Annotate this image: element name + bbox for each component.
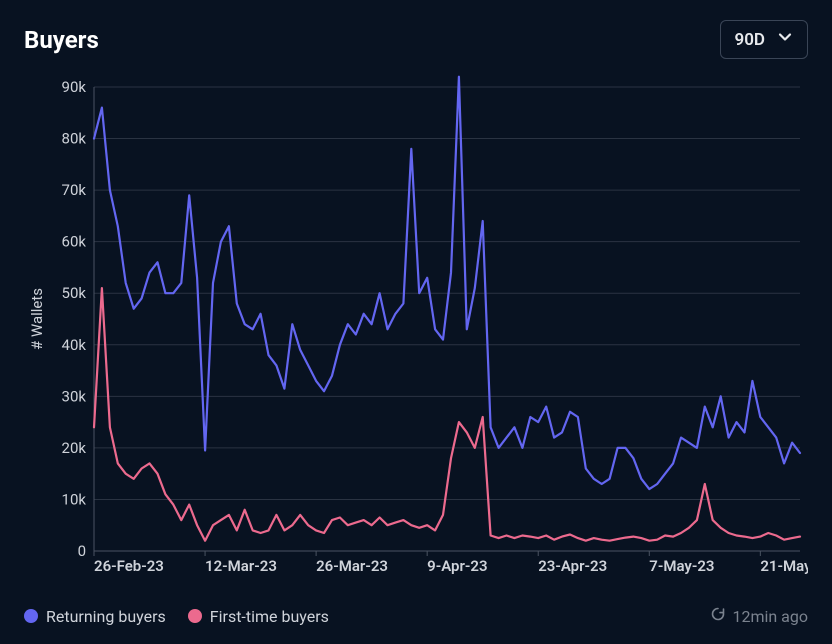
last-updated-text: 12min ago	[732, 607, 808, 626]
legend-firsttime: First-time buyers	[188, 607, 329, 626]
legend-row: Returning buyers First-time buyers 12min…	[24, 606, 808, 626]
svg-text:7-May-23: 7-May-23	[649, 557, 714, 575]
svg-text:10k: 10k	[62, 490, 87, 508]
legend-dot-returning	[24, 609, 38, 623]
svg-text:70k: 70k	[62, 181, 87, 199]
legend-returning: Returning buyers	[24, 607, 166, 626]
svg-text:# Wallets: # Wallets	[28, 288, 46, 350]
svg-text:12-Mar-23: 12-Mar-23	[205, 557, 277, 575]
svg-text:90k: 90k	[62, 78, 87, 96]
svg-text:26-Mar-23: 26-Mar-23	[316, 557, 388, 575]
buyers-card: Buyers 90D 0 10k 20k 30k 40k 50k 60k 70k 80k 90k #…	[0, 0, 832, 644]
chart-area: 0 10k 20k 30k 40k 50k 60k 70k 80k 90k # Wallets 26-…	[24, 69, 808, 596]
svg-text:9-Apr-23: 9-Apr-23	[427, 557, 487, 575]
last-updated: 12min ago	[710, 606, 808, 626]
refresh-icon	[710, 606, 726, 626]
chevron-down-icon	[777, 29, 793, 50]
svg-text:60k: 60k	[62, 233, 87, 251]
svg-text:40k: 40k	[62, 336, 87, 354]
svg-text:50k: 50k	[62, 284, 87, 302]
legend-dot-firsttime	[188, 609, 202, 623]
svg-text:80k: 80k	[62, 130, 87, 148]
svg-text:23-Apr-23: 23-Apr-23	[538, 557, 607, 575]
line-chart: 0 10k 20k 30k 40k 50k 60k 70k 80k 90k # Wallets 26-…	[24, 69, 808, 579]
time-range-value: 90D	[735, 30, 766, 50]
card-header: Buyers 90D	[24, 20, 808, 59]
legend-label-firsttime: First-time buyers	[210, 607, 329, 626]
time-range-select[interactable]: 90D	[720, 20, 809, 59]
svg-text:21-May-23: 21-May-23	[760, 557, 808, 575]
svg-text:30k: 30k	[62, 387, 87, 405]
legend-label-returning: Returning buyers	[46, 607, 166, 626]
svg-text:0: 0	[78, 542, 86, 560]
svg-text:20k: 20k	[62, 439, 87, 457]
svg-text:26-Feb-23: 26-Feb-23	[94, 557, 164, 575]
card-title: Buyers	[24, 26, 99, 54]
